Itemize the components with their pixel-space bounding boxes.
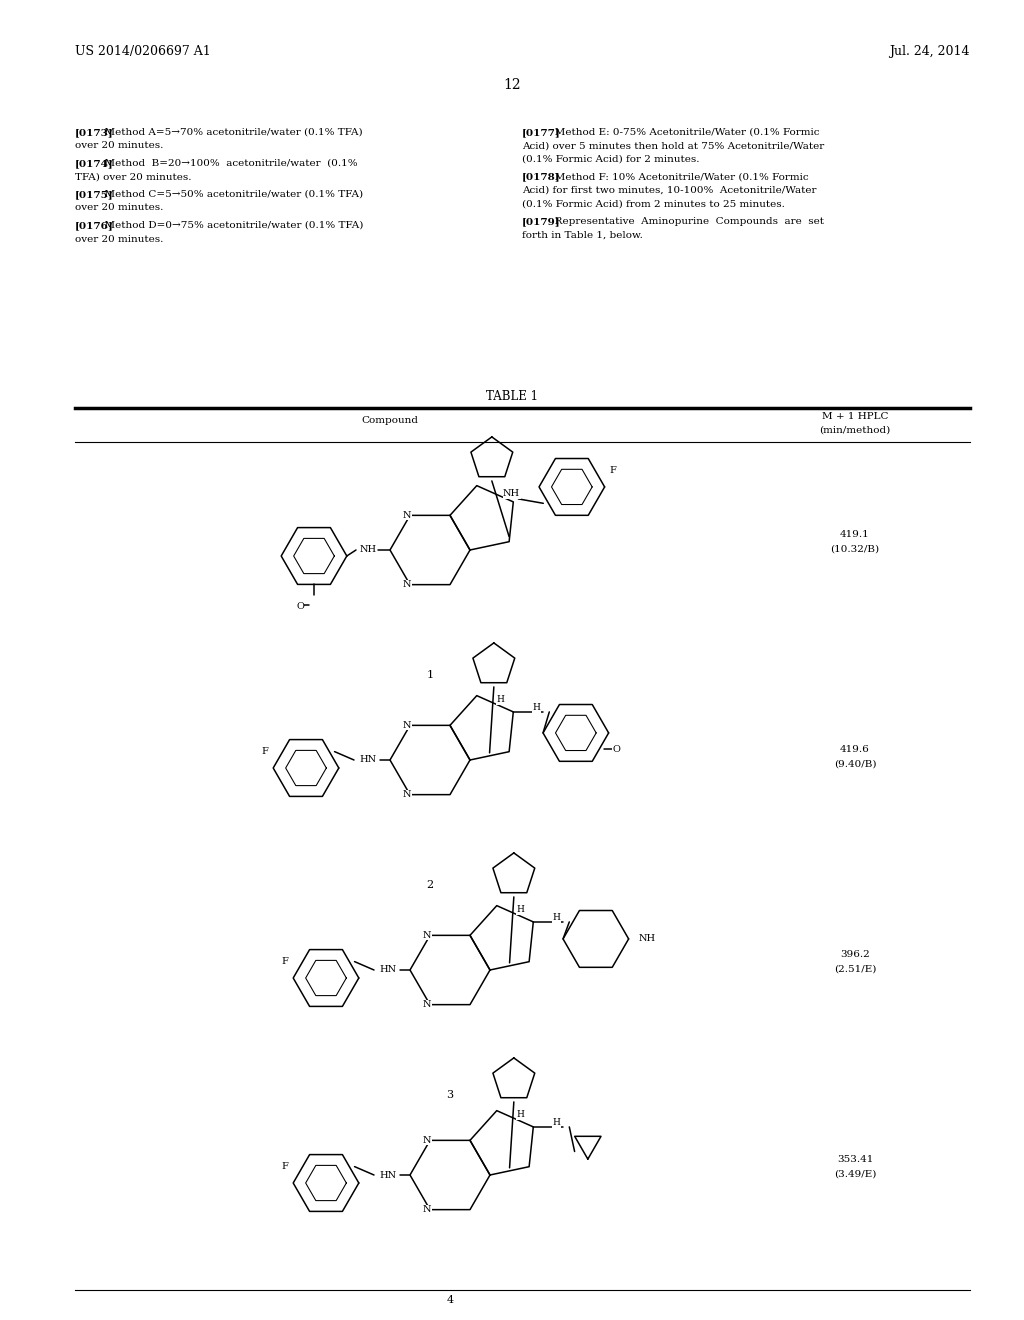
Text: over 20 minutes.: over 20 minutes. — [75, 235, 164, 243]
Text: N: N — [423, 1001, 431, 1010]
Text: H: H — [496, 696, 504, 705]
Text: 396.2: 396.2 — [840, 950, 869, 960]
Text: H: H — [516, 906, 524, 915]
Text: Acid) for first two minutes, 10-100%  Acetonitrile/Water: Acid) for first two minutes, 10-100% Ace… — [522, 186, 816, 195]
Text: [0176]: [0176] — [75, 220, 114, 230]
Text: H: H — [516, 1110, 524, 1119]
Text: 4: 4 — [446, 1295, 454, 1305]
Text: Method D=0→75% acetonitrile/water (0.1% TFA): Method D=0→75% acetonitrile/water (0.1% … — [98, 220, 364, 230]
Text: HN: HN — [380, 1171, 396, 1180]
Text: N: N — [402, 511, 412, 520]
Text: H: H — [552, 1118, 560, 1127]
Text: 2: 2 — [426, 880, 433, 890]
Text: US 2014/0206697 A1: US 2014/0206697 A1 — [75, 45, 211, 58]
Text: HN: HN — [359, 755, 377, 764]
Text: Method C=5→50% acetonitrile/water (0.1% TFA): Method C=5→50% acetonitrile/water (0.1% … — [98, 190, 364, 199]
Text: HN: HN — [380, 965, 396, 974]
Text: F: F — [282, 957, 289, 966]
Text: [0174]: [0174] — [75, 158, 114, 168]
Text: Jul. 24, 2014: Jul. 24, 2014 — [890, 45, 970, 58]
Text: Method A=5→70% acetonitrile/water (0.1% TFA): Method A=5→70% acetonitrile/water (0.1% … — [98, 128, 364, 137]
Text: [0175]: [0175] — [75, 190, 114, 199]
Text: N: N — [423, 1135, 431, 1144]
Text: over 20 minutes.: over 20 minutes. — [75, 203, 164, 213]
Text: [0178]: [0178] — [522, 173, 560, 181]
Text: Method F: 10% Acetonitrile/Water (0.1% Formic: Method F: 10% Acetonitrile/Water (0.1% F… — [546, 173, 809, 181]
Text: (min/method): (min/method) — [819, 426, 891, 436]
Text: over 20 minutes.: over 20 minutes. — [75, 141, 164, 150]
Text: (9.40/B): (9.40/B) — [834, 760, 877, 770]
Text: 12: 12 — [503, 78, 521, 92]
Text: NH: NH — [639, 935, 655, 944]
Text: M + 1 HPLC: M + 1 HPLC — [821, 412, 888, 421]
Text: TABLE 1: TABLE 1 — [486, 389, 538, 403]
Text: H: H — [532, 704, 541, 713]
Text: F: F — [609, 466, 616, 475]
Text: 1: 1 — [426, 671, 433, 680]
Text: Method  B=20→100%  acetonitrile/water  (0.1%: Method B=20→100% acetonitrile/water (0.1… — [98, 158, 358, 168]
Text: F: F — [262, 747, 268, 756]
Text: [0173]: [0173] — [75, 128, 114, 137]
Text: (0.1% Formic Acid) from 2 minutes to 25 minutes.: (0.1% Formic Acid) from 2 minutes to 25 … — [522, 199, 784, 209]
Text: O: O — [296, 602, 304, 611]
Text: NH: NH — [359, 545, 377, 554]
Text: Representative  Aminopurine  Compounds  are  set: Representative Aminopurine Compounds are… — [546, 216, 824, 226]
Text: 419.6: 419.6 — [840, 744, 869, 754]
Text: N: N — [402, 721, 412, 730]
Text: F: F — [282, 1162, 289, 1171]
Text: 3: 3 — [446, 1090, 454, 1100]
Text: N: N — [423, 931, 431, 940]
Text: N: N — [423, 1205, 431, 1214]
Text: Method E: 0-75% Acetonitrile/Water (0.1% Formic: Method E: 0-75% Acetonitrile/Water (0.1%… — [546, 128, 820, 137]
Text: (3.49/E): (3.49/E) — [834, 1170, 877, 1179]
Text: NH: NH — [503, 490, 520, 498]
Text: forth in Table 1, below.: forth in Table 1, below. — [522, 231, 643, 239]
Text: 419.1: 419.1 — [840, 531, 869, 539]
Text: O: O — [612, 744, 621, 754]
Text: Acid) over 5 minutes then hold at 75% Acetonitrile/Water: Acid) over 5 minutes then hold at 75% Ac… — [522, 141, 824, 150]
Text: (10.32/B): (10.32/B) — [830, 545, 880, 554]
Text: N: N — [402, 581, 412, 589]
Text: H: H — [552, 913, 560, 923]
Text: [0179]: [0179] — [522, 216, 560, 226]
Text: (0.1% Formic Acid) for 2 minutes.: (0.1% Formic Acid) for 2 minutes. — [522, 154, 699, 164]
Text: TFA) over 20 minutes.: TFA) over 20 minutes. — [75, 173, 191, 181]
Text: (2.51/E): (2.51/E) — [834, 965, 877, 974]
Text: 353.41: 353.41 — [837, 1155, 873, 1164]
Text: Compound: Compound — [361, 416, 419, 425]
Text: N: N — [402, 791, 412, 799]
Text: [0177]: [0177] — [522, 128, 561, 137]
